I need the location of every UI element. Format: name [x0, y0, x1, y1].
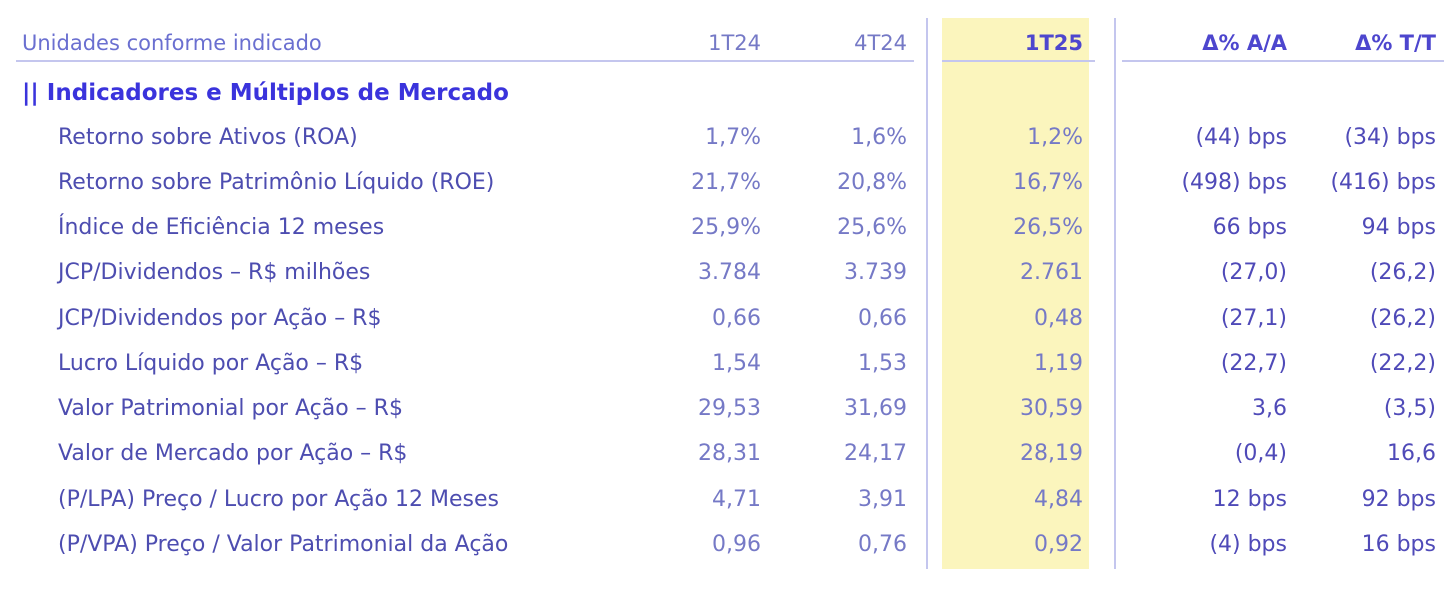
row-label: JCP/Dividendos – R$ milhões	[58, 260, 371, 285]
value-delta-qoq: (26,2)	[1369, 306, 1436, 331]
value-delta-yoy: (44) bps	[1195, 125, 1287, 150]
row-label: Índice de Eficiência 12 meses	[58, 215, 385, 240]
value-1t25: 28,19	[1020, 441, 1083, 466]
value-1t25: 30,59	[1020, 396, 1083, 421]
value-1t25: 16,7%	[1013, 170, 1083, 195]
units-label: Unidades conforme indicado	[22, 31, 322, 55]
column-header-delta-yoy: Δ% A/A	[1202, 31, 1287, 55]
value-4t24: 20,8%	[837, 170, 907, 195]
value-delta-yoy: 66 bps	[1212, 215, 1287, 240]
value-delta-yoy: (27,1)	[1220, 306, 1287, 331]
value-1t25: 26,5%	[1013, 215, 1083, 240]
value-delta-qoq: (26,2)	[1369, 260, 1436, 285]
value-delta-yoy: (4) bps	[1209, 532, 1287, 557]
value-delta-qoq: (34) bps	[1344, 125, 1436, 150]
value-1t24: 3.784	[698, 260, 761, 285]
value-1t24: 25,9%	[691, 215, 761, 240]
value-delta-yoy: 3,6	[1252, 396, 1287, 421]
column-header-1t24: 1T24	[708, 31, 761, 55]
value-1t25: 2.761	[1020, 260, 1083, 285]
value-1t25: 0,92	[1034, 532, 1083, 557]
value-delta-qoq: 16,6	[1387, 441, 1436, 466]
value-4t24: 0,76	[858, 532, 907, 557]
value-4t24: 0,66	[858, 306, 907, 331]
value-1t24: 0,96	[712, 532, 761, 557]
row-label: (P/VPA) Preço / Valor Patrimonial da Açã…	[58, 532, 509, 557]
value-delta-qoq: 16 bps	[1361, 532, 1436, 557]
value-delta-qoq: (3,5)	[1383, 396, 1436, 421]
column-header-1t25: 1T25	[1024, 31, 1083, 55]
value-1t24: 1,54	[712, 351, 761, 376]
value-1t24: 29,53	[698, 396, 761, 421]
value-1t25: 4,84	[1034, 487, 1083, 512]
row-label: JCP/Dividendos por Ação – R$	[58, 306, 382, 331]
row-label: Lucro Líquido por Ação – R$	[58, 351, 364, 376]
row-label: Retorno sobre Ativos (ROA)	[58, 125, 358, 150]
value-delta-yoy: (22,7)	[1220, 351, 1287, 376]
value-1t25: 1,19	[1034, 351, 1083, 376]
value-1t24: 1,7%	[705, 125, 761, 150]
value-1t24: 0,66	[712, 306, 761, 331]
value-delta-qoq: (22,2)	[1369, 351, 1436, 376]
column-divider-left	[926, 18, 928, 569]
row-label: Valor Patrimonial por Ação – R$	[58, 396, 403, 421]
value-1t25: 1,2%	[1027, 125, 1083, 150]
header-rule-middle	[942, 60, 1095, 62]
section-title: || Indicadores e Múltiplos de Mercado	[22, 80, 509, 106]
row-label: Valor de Mercado por Ação – R$	[58, 441, 408, 466]
value-4t24: 24,17	[844, 441, 907, 466]
value-delta-yoy: (27,0)	[1220, 260, 1287, 285]
header-rule-left	[16, 60, 914, 62]
column-header-4t24: 4T24	[854, 31, 907, 55]
current-quarter-highlight	[942, 18, 1089, 569]
row-label: (P/LPA) Preço / Lucro por Ação 12 Meses	[58, 487, 499, 512]
value-1t24: 21,7%	[691, 170, 761, 195]
value-4t24: 25,6%	[837, 215, 907, 240]
value-1t25: 0,48	[1034, 306, 1083, 331]
value-delta-yoy: (0,4)	[1234, 441, 1287, 466]
value-delta-qoq: 92 bps	[1361, 487, 1436, 512]
value-4t24: 1,53	[858, 351, 907, 376]
value-4t24: 3,91	[858, 487, 907, 512]
value-4t24: 3.739	[844, 260, 907, 285]
value-1t24: 28,31	[698, 441, 761, 466]
value-4t24: 31,69	[844, 396, 907, 421]
value-4t24: 1,6%	[851, 125, 907, 150]
value-delta-yoy: (498) bps	[1181, 170, 1287, 195]
value-delta-yoy: 12 bps	[1212, 487, 1287, 512]
value-delta-qoq: (416) bps	[1330, 170, 1436, 195]
row-label: Retorno sobre Patrimônio Líquido (ROE)	[58, 170, 495, 195]
value-1t24: 4,71	[712, 487, 761, 512]
header-rule-right	[1122, 60, 1444, 62]
value-delta-qoq: 94 bps	[1361, 215, 1436, 240]
column-divider-right	[1114, 18, 1116, 569]
column-header-delta-qoq: Δ% T/T	[1355, 31, 1436, 55]
